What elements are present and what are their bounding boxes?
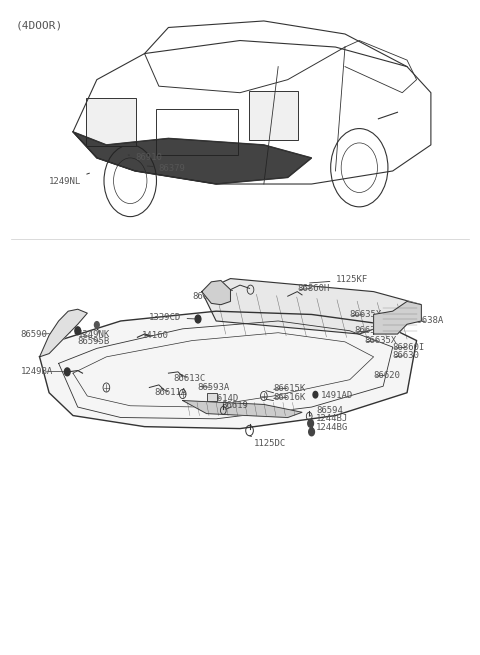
Text: 86638A: 86638A [412, 316, 444, 326]
Polygon shape [183, 401, 302, 417]
Text: 86595B: 86595B [78, 337, 110, 346]
Text: 86613C: 86613C [173, 374, 205, 383]
Text: 1244BJ: 1244BJ [311, 415, 348, 423]
Polygon shape [39, 311, 417, 428]
Circle shape [313, 392, 318, 398]
Text: 86614D: 86614D [206, 394, 239, 403]
Polygon shape [202, 278, 421, 334]
Text: (4DOOR): (4DOOR) [16, 21, 63, 31]
Text: 1125KF: 1125KF [310, 275, 368, 284]
Text: 86637A: 86637A [192, 290, 232, 301]
Text: 86910: 86910 [128, 153, 162, 162]
Text: 86635X: 86635X [355, 326, 387, 335]
Text: 86616K: 86616K [274, 393, 306, 402]
Circle shape [309, 428, 314, 436]
Text: 1249NL: 1249NL [49, 173, 89, 186]
Text: 1249BA: 1249BA [21, 367, 53, 376]
Text: 86615K: 86615K [274, 384, 306, 392]
Text: 86630: 86630 [393, 351, 420, 360]
Polygon shape [73, 132, 312, 184]
Polygon shape [202, 280, 230, 305]
Text: 86860I: 86860I [393, 343, 425, 352]
Text: 1339CD: 1339CD [149, 313, 195, 322]
FancyBboxPatch shape [86, 98, 136, 146]
Text: 14160: 14160 [142, 331, 169, 341]
Text: 86590: 86590 [21, 329, 48, 339]
Circle shape [95, 322, 99, 328]
Text: 86619: 86619 [221, 402, 248, 410]
Text: 86635X: 86635X [364, 336, 396, 345]
FancyBboxPatch shape [249, 92, 298, 140]
FancyBboxPatch shape [207, 394, 216, 402]
Text: 1491AD: 1491AD [315, 392, 353, 400]
Text: 86860H: 86860H [297, 284, 329, 293]
Circle shape [75, 327, 81, 335]
Text: 86620: 86620 [373, 371, 400, 380]
Circle shape [64, 368, 70, 376]
Text: 86594: 86594 [309, 406, 343, 416]
Text: 86593A: 86593A [197, 383, 229, 392]
Text: 86635X: 86635X [350, 310, 382, 319]
Circle shape [195, 315, 201, 323]
Polygon shape [373, 301, 421, 334]
FancyBboxPatch shape [156, 109, 238, 155]
Text: 86611A: 86611A [154, 388, 186, 397]
Text: 86379: 86379 [147, 164, 186, 173]
Circle shape [308, 419, 313, 427]
Text: 1249NK: 1249NK [78, 329, 110, 339]
Polygon shape [39, 309, 87, 357]
Text: 1244BG: 1244BG [312, 422, 348, 432]
Text: 1125DC: 1125DC [250, 436, 287, 448]
